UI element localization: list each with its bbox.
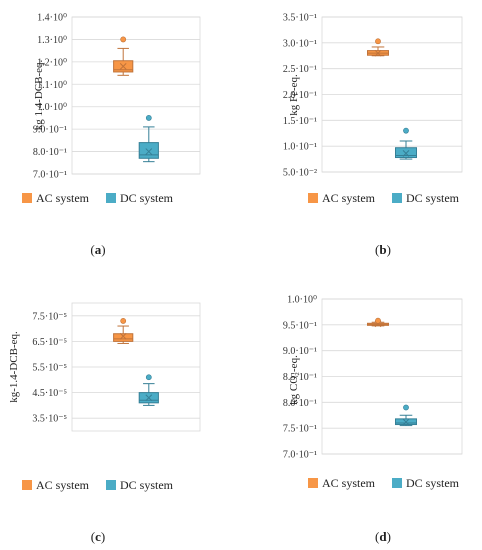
outlier-point [145,115,152,121]
y-tick-label: 1.1·10⁰ [37,80,67,91]
legend-label: DC system [406,476,460,490]
y-axis-label: kg-1.4-DCB-eq. [8,331,20,403]
legend-swatch [106,480,116,490]
outlier-point [403,404,409,411]
panel-label-letter: b [379,242,386,257]
panel-label-close: ) [101,242,105,257]
y-tick-label: 1.5·10⁻¹ [283,116,317,127]
legend: AC system DC system [22,478,174,492]
panel-label-open: ( [91,529,95,544]
mean-marker [374,49,382,57]
y-tick-label: 1.0·10⁻¹ [283,142,317,153]
box-dc [395,127,417,160]
y-tick-label: 7.5·10⁻¹ [283,424,317,435]
y-axis-label: kg Fe-eq. [288,74,300,116]
y-tick-label: 7.0·10⁻¹ [283,450,317,461]
mean-marker [119,332,127,340]
panel-label-open: ( [375,529,379,544]
box-ac [113,318,134,344]
box-ac [367,38,389,57]
panel-label-open: ( [375,242,379,257]
plot-frame [71,16,201,175]
box-iqr [113,333,134,342]
y-tick-label: 6.5·10⁻⁵ [32,337,67,348]
legend-label: AC system [322,191,376,205]
y-tick-label: 9.0·10⁻¹ [283,346,317,357]
y-tick-label: 8.0·10⁻¹ [283,398,317,409]
y-tick-label: 9.5·10⁻¹ [283,320,317,331]
box-dc [395,404,417,427]
y-tick-label: 9.0·10⁻¹ [33,125,67,136]
y-tick-label: 2.0·10⁻¹ [283,90,317,101]
panel-label-close: ) [101,529,105,544]
chart-panel-b: 5.0·10⁻² 1.0·10⁻¹ 1.5·10⁻¹ 2.0·10⁻¹ 2.5·10⁻¹… [283,13,463,257]
legend-label: DC system [120,478,174,492]
mean-marker [402,150,410,157]
legend: AC system DC system [308,476,460,490]
outlier-point [403,127,409,134]
panel-label: (b) [375,242,391,257]
y-tick-label: 7.5·10⁻⁵ [32,311,67,322]
y-axis-label: kg CO₂-eq. [288,355,300,405]
y-tick-label: 4.5·10⁻⁵ [32,388,67,399]
legend-swatch [106,193,116,203]
legend-swatch [22,193,32,203]
legend: AC system DC system [308,191,460,205]
box-iqr [138,142,159,159]
panel-label-close: ) [387,529,391,544]
outlier-point [145,374,152,381]
mean-marker [145,394,153,402]
y-tick-label: 1.2·10⁰ [37,57,67,68]
y-tick-label: 1.4·10⁰ [37,13,67,24]
outlier-point [375,38,381,45]
y-tick-label: 3.5·10⁻¹ [283,13,317,24]
y-tick-label: 5.0·10⁻² [283,168,317,179]
legend-label: DC system [120,191,174,205]
legend-swatch [22,480,32,490]
y-tick-label: 8.0·10⁻¹ [33,147,67,158]
legend: AC system DC system [22,191,174,205]
panel-label-letter: c [95,529,101,544]
outlier-point [120,36,127,43]
y-axis-label: kg 1.4-DCB-eq. [33,59,45,130]
legend-swatch [392,478,402,488]
legend-label: AC system [36,191,90,205]
chart-panel-d: 7.0·10⁻¹ 7.5·10⁻¹ 8.0·10⁻¹ 8.5·10⁻¹ 9.0·10⁻¹… [283,295,463,544]
mean-marker [402,418,410,426]
legend-label: AC system [36,478,90,492]
panel-label: (d) [375,529,391,544]
y-tick-label: 1.3·10⁰ [37,35,67,46]
y-tick-label: 1.0·10⁰ [37,102,67,113]
y-tick-label: 8.5·10⁻¹ [283,372,317,383]
legend-label: DC system [406,191,460,205]
outlier-point [375,317,381,324]
box-dc [138,115,159,163]
box-ac [367,317,389,328]
y-tick-label: 1.0·10⁰ [287,295,317,306]
panel-label-close: ) [387,242,391,257]
box-dc [138,374,159,406]
legend-swatch [392,193,402,203]
box-ac [113,36,134,76]
box-iqr [395,147,417,159]
y-tick-label: 7.0·10⁻¹ [33,170,67,181]
legend-swatch [308,193,318,203]
y-tick-label: 3.5·10⁻⁵ [32,414,67,425]
y-tick-label: 3.0·10⁻¹ [283,38,317,49]
y-tick-label: 5.5·10⁻⁵ [32,363,67,374]
chart-panel-c: 3.5·10⁻⁵ 4.5·10⁻⁵ 5.5·10⁻⁵ 6.5·10⁻⁵ 7.5·10⁻⁵… [8,302,201,544]
chart-panel-a: 7.0·10⁻¹ 8.0·10⁻¹ 9.0·10⁻¹ 1.0·10⁰ 1.1·10⁰ 1.… [22,13,201,257]
y-tick-label: 2.5·10⁻¹ [283,64,317,75]
mean-marker [145,148,153,155]
panel-label-letter: a [95,242,102,257]
legend-label: AC system [322,476,376,490]
mean-marker [119,62,127,70]
panel-label-letter: d [379,529,387,544]
legend-swatch [308,478,318,488]
outlier-point [120,318,127,324]
panel-label: (a) [90,242,105,257]
panel-label: (c) [91,529,105,544]
panel-label-open: ( [90,242,94,257]
